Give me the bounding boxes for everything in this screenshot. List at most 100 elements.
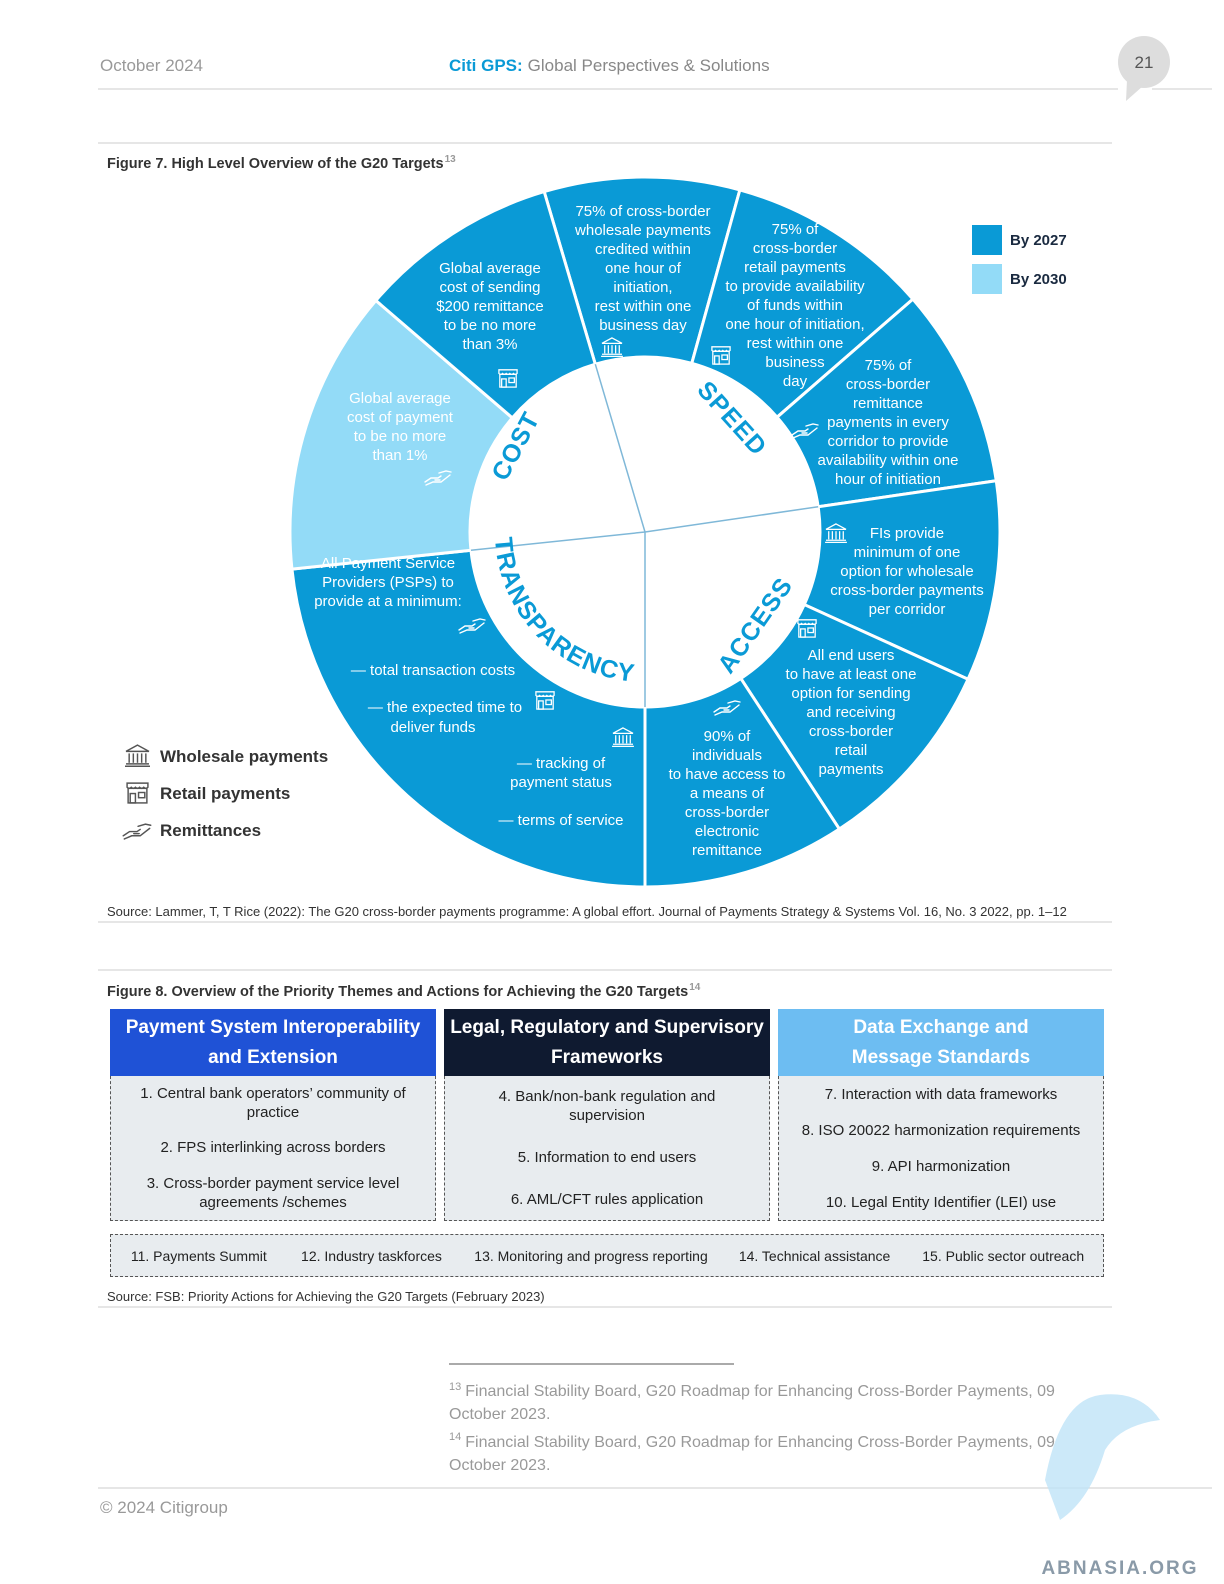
column-header-line: Frameworks	[551, 1046, 663, 1068]
segment-text: option for wholesale	[840, 563, 973, 580]
segment-text: cost of payment	[347, 409, 454, 426]
segment-text: minimum of one	[854, 544, 961, 561]
theme-columns: Payment System Interoperability and Exten…	[110, 1009, 1104, 1221]
figure-title-text: Figure 7. High Level Overview of the G20…	[107, 156, 444, 172]
icon-legend-label: Wholesale payments	[160, 747, 328, 766]
cross-cutting-item: 13. Monitoring and progress reporting	[474, 1247, 708, 1264]
icon-retail	[126, 782, 149, 804]
segment-text: cross-border	[753, 240, 837, 257]
column-body: 4. Bank/non-bank regulation and supervis…	[444, 1076, 770, 1221]
segment-text: credited within	[595, 241, 691, 258]
theme-column: Legal, Regulatory and Supervisory Framewo…	[444, 1009, 770, 1221]
cross-cutting-item: 15. Public sector outreach	[922, 1247, 1085, 1264]
segment-text: day	[783, 373, 808, 390]
theme-column: Payment System Interoperability and Exten…	[110, 1009, 436, 1221]
watermark: ABNASIA.ORG	[1041, 1558, 1198, 1579]
segment-text: business day	[599, 317, 687, 334]
wheel-segment	[290, 548, 647, 889]
segment-text: to have access to	[669, 766, 786, 783]
action-item: 1. Central bank operators’ community of …	[140, 1085, 406, 1122]
segment-text: cross-border	[809, 723, 893, 740]
segment-text: per corridor	[869, 601, 946, 618]
segment-text: retail payments	[744, 259, 846, 276]
footnote-text: Financial Stability Board, G20 Roadmap f…	[449, 1433, 1055, 1474]
segment-text: payments	[818, 761, 883, 778]
footnote-number: 14	[449, 1431, 462, 1444]
icon-legend-label: Retail payments	[160, 784, 290, 803]
segment-text: to be no more	[444, 317, 537, 334]
action-item: 9. API harmonization	[871, 1157, 1011, 1175]
segment-text: Providers (PSPs) to	[322, 574, 454, 591]
cross-cutting-row: 11. Payments Summit 12. Industry taskforc…	[110, 1234, 1104, 1277]
segment-text: Global average	[349, 390, 451, 407]
action-item: 5. Information to end users	[517, 1148, 697, 1166]
segment-text: than 1%	[372, 447, 427, 464]
legend-swatch	[972, 225, 1002, 255]
legend-swatch	[972, 264, 1002, 294]
footnote: 14 Financial Stability Board, G20 Roadmap…	[449, 1426, 1094, 1476]
column-body: 7. Interaction with data frameworks 8. IS…	[778, 1076, 1104, 1221]
segment-text: 75% of cross-border	[575, 203, 710, 220]
watermark-logo	[1045, 1394, 1160, 1520]
segment-text: a means of	[690, 785, 765, 802]
wheel-segment	[373, 189, 598, 420]
segment-text: than 3%	[462, 336, 517, 353]
column-header-line: and Extension	[208, 1046, 338, 1068]
segment-text: cross-border	[685, 804, 769, 821]
cross-cutting-item: 11. Payments Summit	[130, 1247, 267, 1264]
segment-text: payment status	[510, 774, 612, 791]
segment-text: remittance	[692, 842, 762, 859]
icon-legend-label: Remittances	[160, 821, 261, 840]
footnote-text: Financial Stability Board, G20 Roadmap f…	[449, 1383, 1055, 1424]
segment-text: rest within one	[747, 335, 844, 352]
segment-text: business	[765, 354, 824, 371]
segment-text: All Payment Service	[321, 555, 455, 572]
legend-label: By 2030	[1010, 271, 1067, 288]
segment-text: individuals	[692, 747, 762, 764]
footnotes: 13 Financial Stability Board, G20 Roadmap…	[449, 1376, 1094, 1477]
action-item: 2. FPS interlinking across borders	[160, 1139, 386, 1157]
segment-text: deliver funds	[390, 719, 475, 736]
segment-text: All end users	[808, 647, 895, 664]
segment-text: option for sending	[791, 685, 910, 702]
segment-text: and receiving	[806, 704, 895, 721]
segment-text: 90% of	[704, 728, 752, 745]
action-item: 8. ISO 20022 harmonization requirements	[801, 1121, 1081, 1139]
action-item: 3. Cross-border payment service level ag…	[146, 1174, 400, 1211]
wheel-segment	[288, 298, 515, 571]
segment-text: FIs provide	[870, 525, 944, 542]
segment-text: one hour of initiation,	[725, 316, 864, 333]
segment-text: 75% of	[772, 221, 820, 238]
action-item: 6. AML/CFT rules application	[510, 1190, 704, 1208]
header-publication: Global Perspectives & Solutions	[528, 56, 770, 75]
action-item: 4. Bank/non-bank regulation and supervis…	[498, 1088, 716, 1125]
cross-cutting-item: 12. Industry taskforces	[301, 1247, 442, 1264]
footnote-ref: 13	[445, 154, 457, 165]
theme-column: Data Exchange and Message Standards 7. Int…	[778, 1009, 1104, 1221]
segment-text: provide at a minimum:	[314, 593, 462, 610]
segment-text: electronic	[695, 823, 760, 840]
segment-text: — total transaction costs	[351, 662, 515, 679]
header-title: Citi GPS: Global Perspectives & Solutions	[449, 56, 770, 75]
segment-text: one hour of	[605, 260, 682, 277]
figure-title: Figure 7. High Level Overview of the G20…	[107, 154, 456, 172]
header-date: October 2024	[100, 56, 203, 75]
segment-text: retail	[835, 742, 868, 759]
segment-text: remittance	[853, 395, 923, 412]
figure-source: Source: FSB: Priority Actions for Achiev…	[107, 1289, 545, 1304]
column-body: 1. Central bank operators’ community of …	[110, 1076, 436, 1221]
figure8: Payment System Interoperability and Exten…	[110, 1009, 1104, 1277]
column-header: Legal, Regulatory and Supervisory Framewo…	[444, 1009, 770, 1076]
wheel: 75% of cross-border wholesale payments cre…	[288, 175, 1002, 889]
segment-text: corridor to provide	[828, 433, 949, 450]
hub-divider	[470, 531, 646, 552]
segment-text: payments in every	[827, 414, 949, 431]
page-number: 21	[1135, 53, 1154, 72]
icon-wholesale	[125, 744, 150, 767]
segment-text: — the expected time to	[368, 699, 522, 716]
segment-text: hour of initiation	[835, 471, 941, 488]
segment-text: cost of sending	[440, 279, 541, 296]
page-badge	[1118, 36, 1170, 88]
